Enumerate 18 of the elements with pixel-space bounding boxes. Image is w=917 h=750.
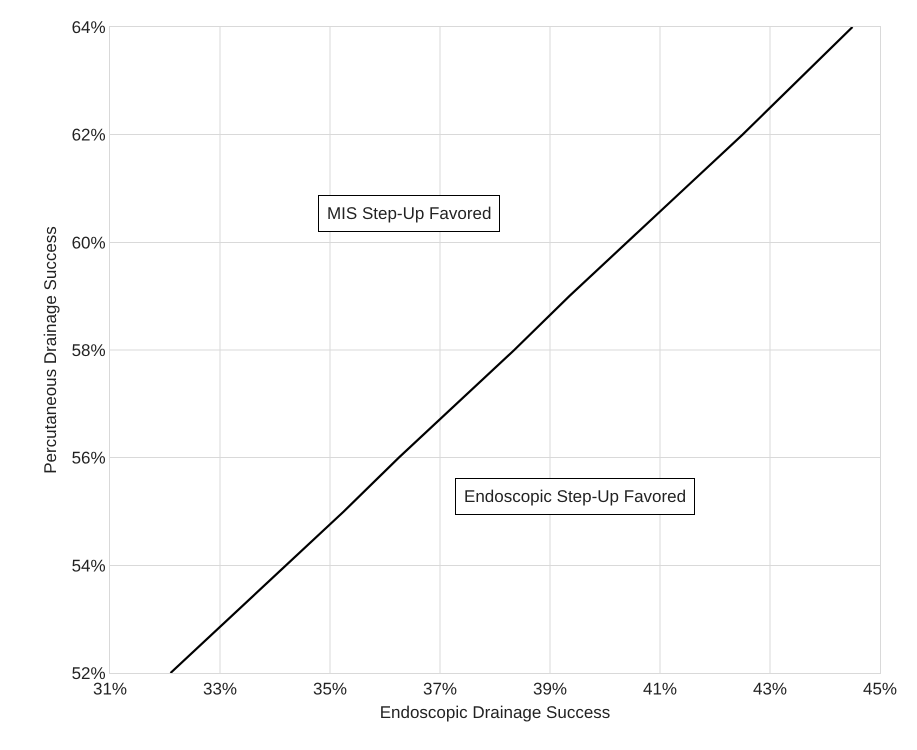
annotation: Endoscopic Step-Up Favored — [464, 487, 686, 506]
y-axis-title: Percutaneous Drainage Success — [41, 226, 60, 474]
y-tick-label: 56% — [72, 448, 106, 468]
x-tick-label: 35% — [312, 679, 348, 698]
x-tick-label: 43% — [752, 679, 788, 698]
y-tick-label: 58% — [72, 340, 106, 360]
x-tick-label: 45% — [862, 679, 898, 698]
y-tick-label: 54% — [72, 556, 106, 576]
line-series — [169, 27, 854, 673]
annotation: MIS Step-Up Favored — [327, 204, 492, 223]
x-tick-label: 41% — [642, 679, 678, 698]
y-tick-label: 64% — [72, 18, 106, 37]
x-tick-label: 33% — [202, 679, 238, 698]
x-tick-label: 39% — [532, 679, 568, 698]
y-tick-label: 60% — [72, 233, 106, 252]
x-tick-label: 37% — [422, 679, 458, 698]
x-axis-title: Endoscopic Drainage Success — [380, 702, 610, 722]
y-tick-label: 62% — [72, 126, 106, 145]
